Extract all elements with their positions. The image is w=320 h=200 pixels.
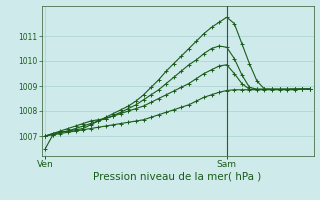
X-axis label: Pression niveau de la mer( hPa ): Pression niveau de la mer( hPa ) — [93, 172, 262, 182]
